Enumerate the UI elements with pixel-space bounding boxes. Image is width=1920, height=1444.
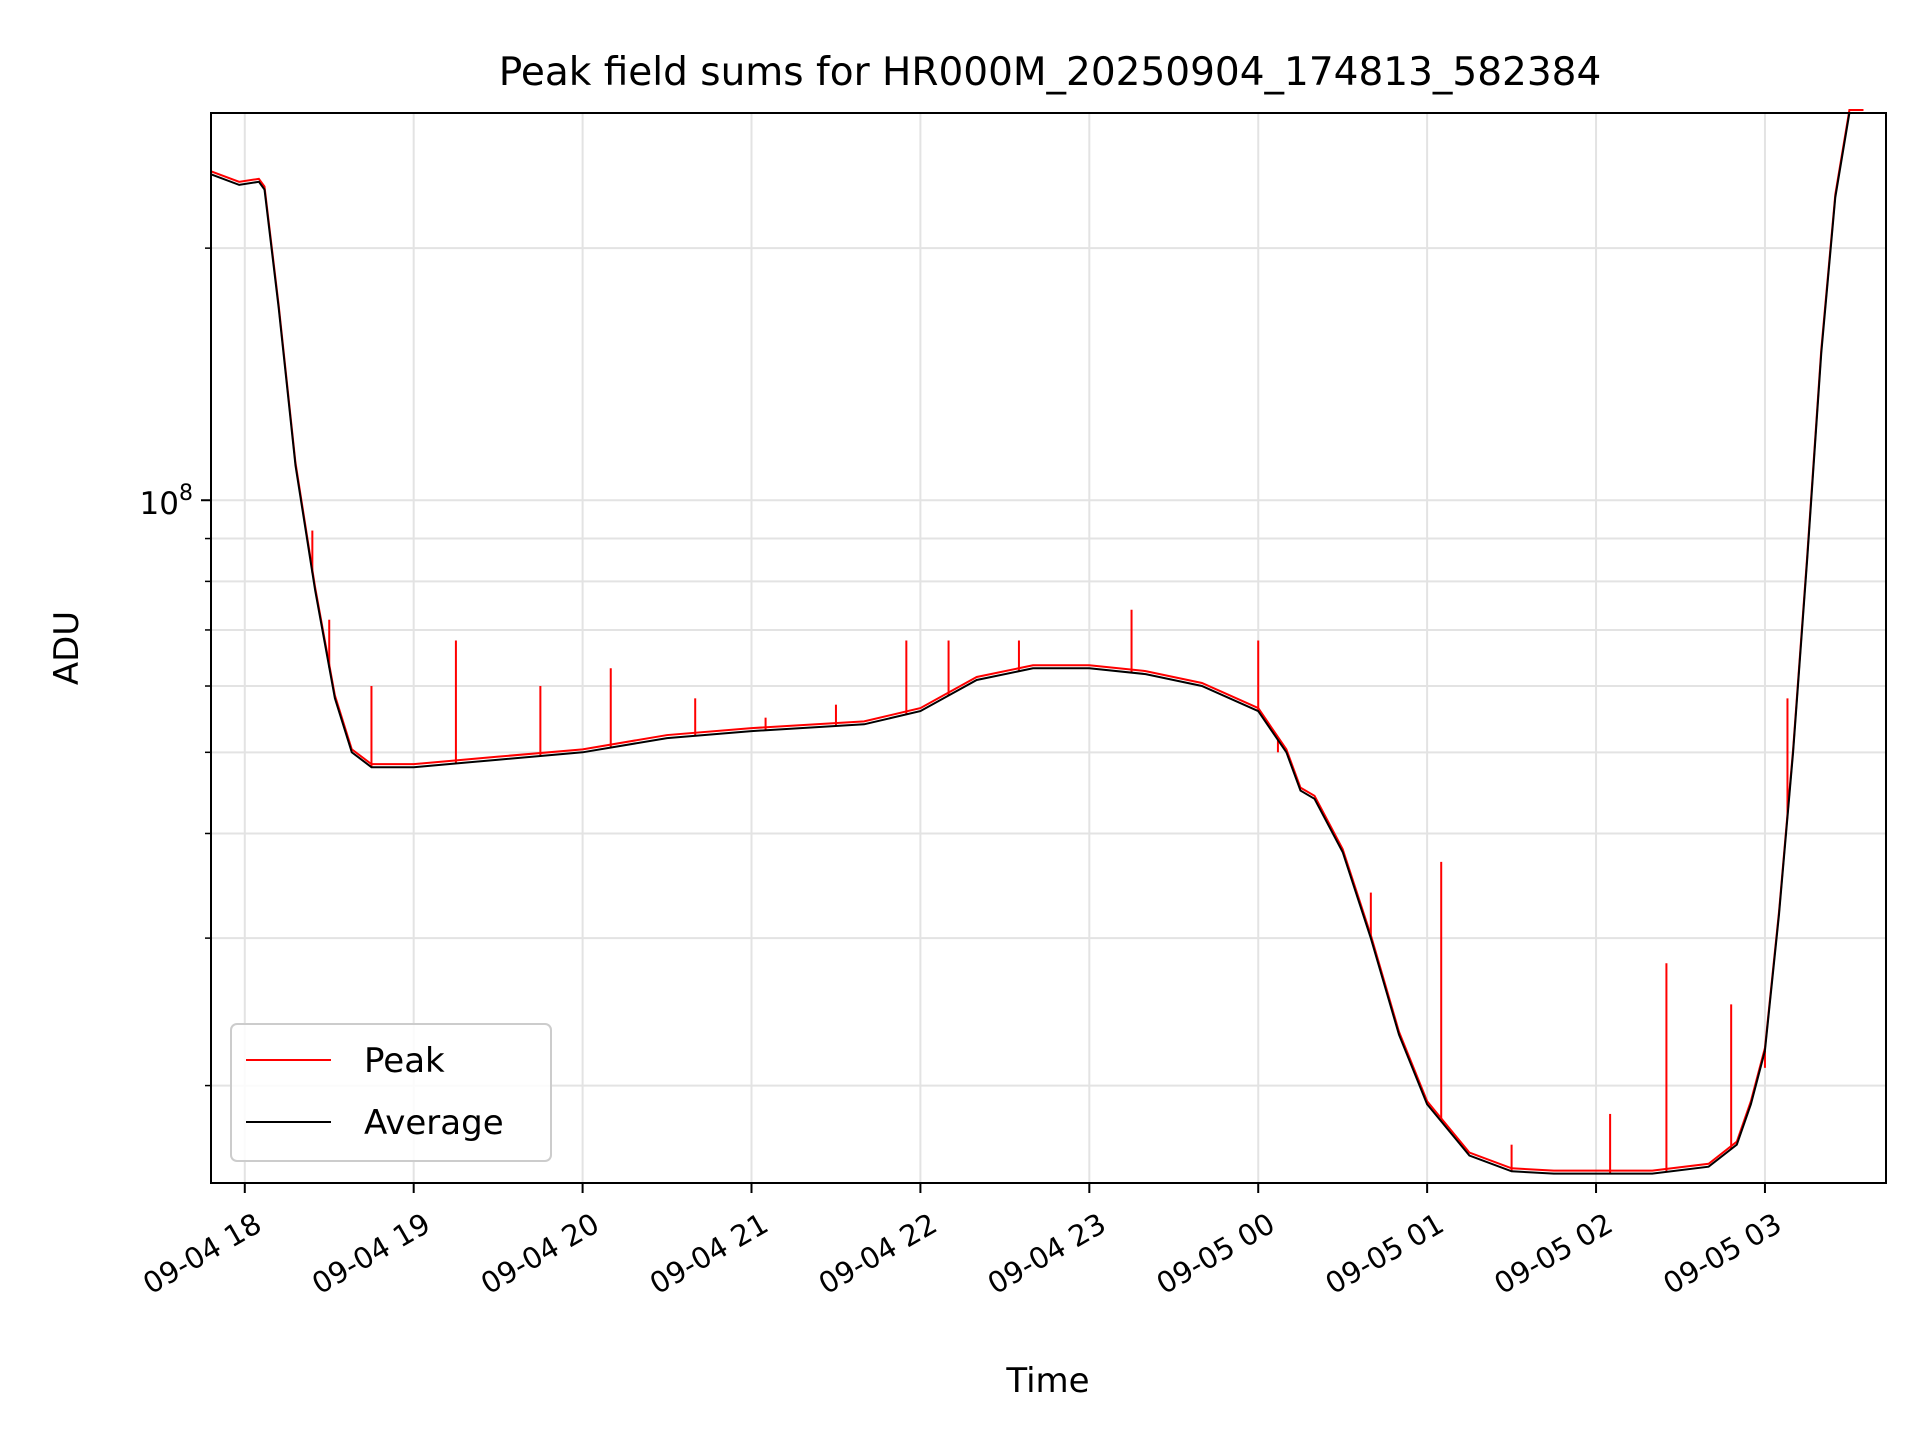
legend: Peak Average [230, 1023, 552, 1162]
legend-box [230, 1023, 552, 1162]
plot-frame [210, 112, 1887, 1184]
x-axis-label: Time [1005, 1361, 1089, 1401]
chart-title: Peak field sums for HR000M_20250904_1748… [499, 50, 1602, 95]
y-axis-label: ADU [47, 611, 87, 685]
series-line-average [210, 112, 1864, 1175]
legend-label-peak: Peak [364, 1041, 445, 1081]
y-tick-label: 108 [140, 481, 193, 522]
series-layer [210, 109, 1864, 1175]
legend-label-average: Average [364, 1103, 504, 1143]
